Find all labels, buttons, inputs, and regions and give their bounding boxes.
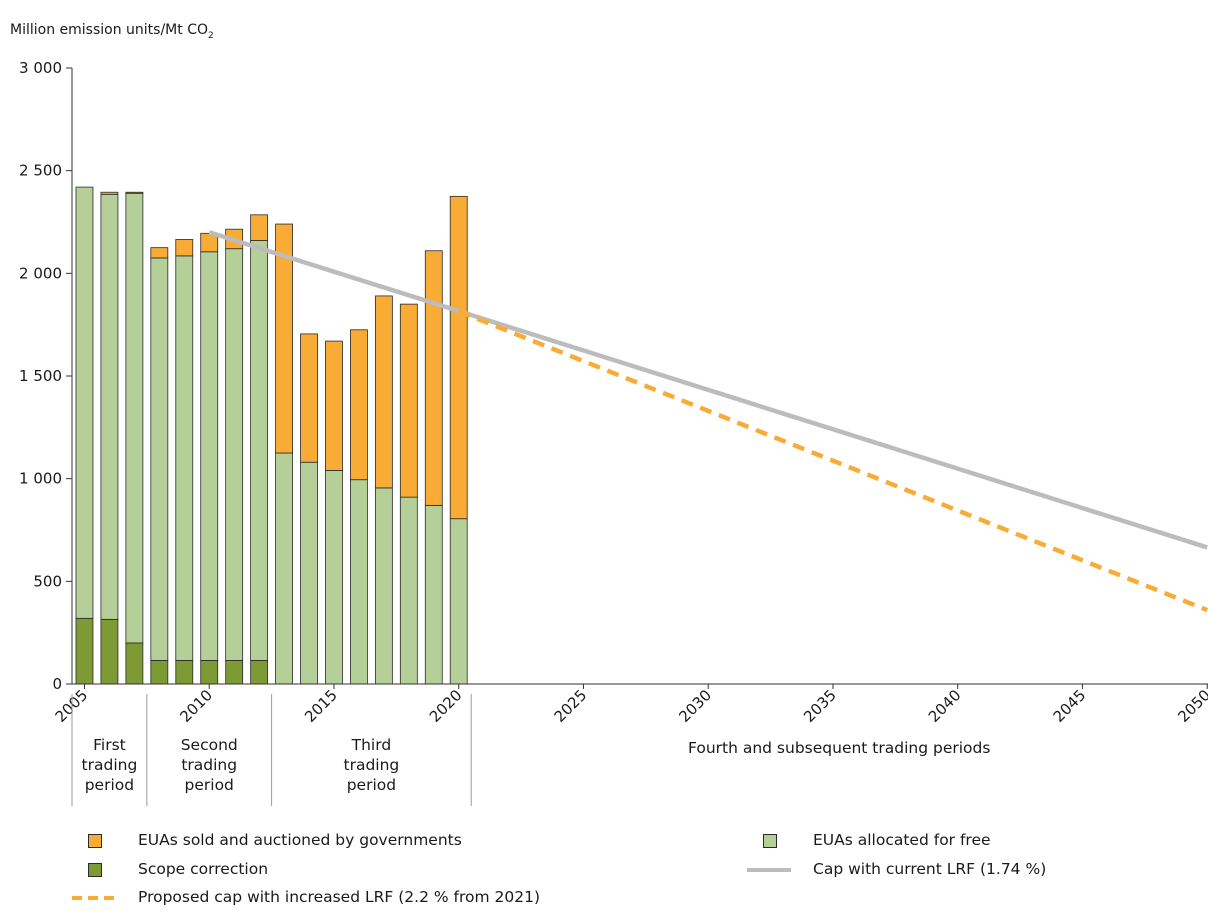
bar-segment bbox=[200, 251, 219, 661]
period-label: First bbox=[93, 736, 126, 754]
bar-segment bbox=[150, 247, 169, 259]
bar-segment bbox=[350, 329, 368, 481]
bar-segment bbox=[250, 659, 269, 685]
bar-segment bbox=[125, 642, 144, 685]
bar-segment bbox=[250, 214, 269, 241]
bar-segment bbox=[325, 340, 343, 471]
bar-segment bbox=[374, 487, 393, 685]
y-tick-label: 500 bbox=[33, 572, 62, 590]
proposed-cap-line bbox=[457, 309, 1208, 613]
x-tick-label: 2045 bbox=[1050, 686, 1090, 726]
current-cap-line bbox=[208, 230, 1208, 550]
x-tick-label: 2035 bbox=[800, 686, 840, 726]
x-tick-label: 2030 bbox=[675, 686, 715, 726]
bar-segment bbox=[100, 618, 119, 685]
bar-segment bbox=[424, 504, 443, 685]
bar-segment bbox=[449, 518, 468, 685]
y-tick-label: 2 000 bbox=[19, 264, 62, 282]
y-tick-label: 0 bbox=[52, 675, 62, 693]
period-label: trading bbox=[181, 756, 237, 774]
bar-segment bbox=[175, 255, 194, 661]
period-label: period bbox=[85, 776, 134, 794]
period-label: trading bbox=[344, 756, 400, 774]
bar-segment bbox=[449, 195, 468, 520]
y-tick-label: 1 500 bbox=[19, 367, 62, 385]
bar-segment bbox=[300, 333, 318, 463]
bar-segment bbox=[125, 192, 144, 644]
period-label: trading bbox=[82, 756, 138, 774]
bar-segment bbox=[374, 295, 393, 489]
period-label: Fourth and subsequent trading periods bbox=[688, 739, 990, 757]
bar-segment bbox=[225, 248, 244, 661]
x-tick-label: 2020 bbox=[426, 686, 466, 726]
bar-segment bbox=[175, 659, 194, 685]
period-label: period bbox=[347, 776, 396, 794]
period-label: period bbox=[185, 776, 234, 794]
bar-segment bbox=[275, 452, 293, 685]
x-tick-label: 2010 bbox=[176, 686, 216, 726]
bar-segment bbox=[75, 617, 94, 685]
bar-segment bbox=[150, 257, 169, 661]
bar-segment bbox=[125, 191, 144, 194]
period-label: Second bbox=[181, 736, 238, 754]
x-tick-label: 2040 bbox=[925, 686, 965, 726]
x-tick-label: 2050 bbox=[1174, 686, 1208, 726]
bar-segment bbox=[399, 496, 418, 685]
y-axis-title-main: Million emission units/Mt CO bbox=[10, 22, 208, 38]
y-tick-label: 1 000 bbox=[19, 470, 62, 488]
bar-segment bbox=[275, 223, 293, 454]
y-tick-label: 2 500 bbox=[19, 162, 62, 180]
period-label: Third bbox=[351, 736, 392, 754]
x-tick-label: 2015 bbox=[301, 686, 341, 726]
bar-segment bbox=[150, 659, 169, 685]
bar-segment bbox=[100, 193, 119, 620]
y-axis-title-subscript: 2 bbox=[207, 30, 214, 41]
y-axis-title: Million emission units/Mt CO2 bbox=[10, 22, 214, 41]
bar-segment bbox=[225, 659, 244, 685]
bar-segment bbox=[75, 186, 94, 619]
x-tick-label: 2025 bbox=[551, 686, 591, 726]
bar-segment bbox=[300, 461, 318, 685]
y-tick-label: 3 000 bbox=[19, 59, 62, 77]
bar-segment bbox=[200, 659, 219, 685]
bar-segment bbox=[424, 250, 443, 506]
bar-segment bbox=[175, 239, 194, 257]
bar-segment bbox=[325, 470, 343, 685]
bar-segment bbox=[350, 479, 368, 685]
bar-segment bbox=[100, 191, 119, 195]
bar-segment bbox=[399, 303, 418, 498]
bar-segment bbox=[250, 240, 269, 661]
